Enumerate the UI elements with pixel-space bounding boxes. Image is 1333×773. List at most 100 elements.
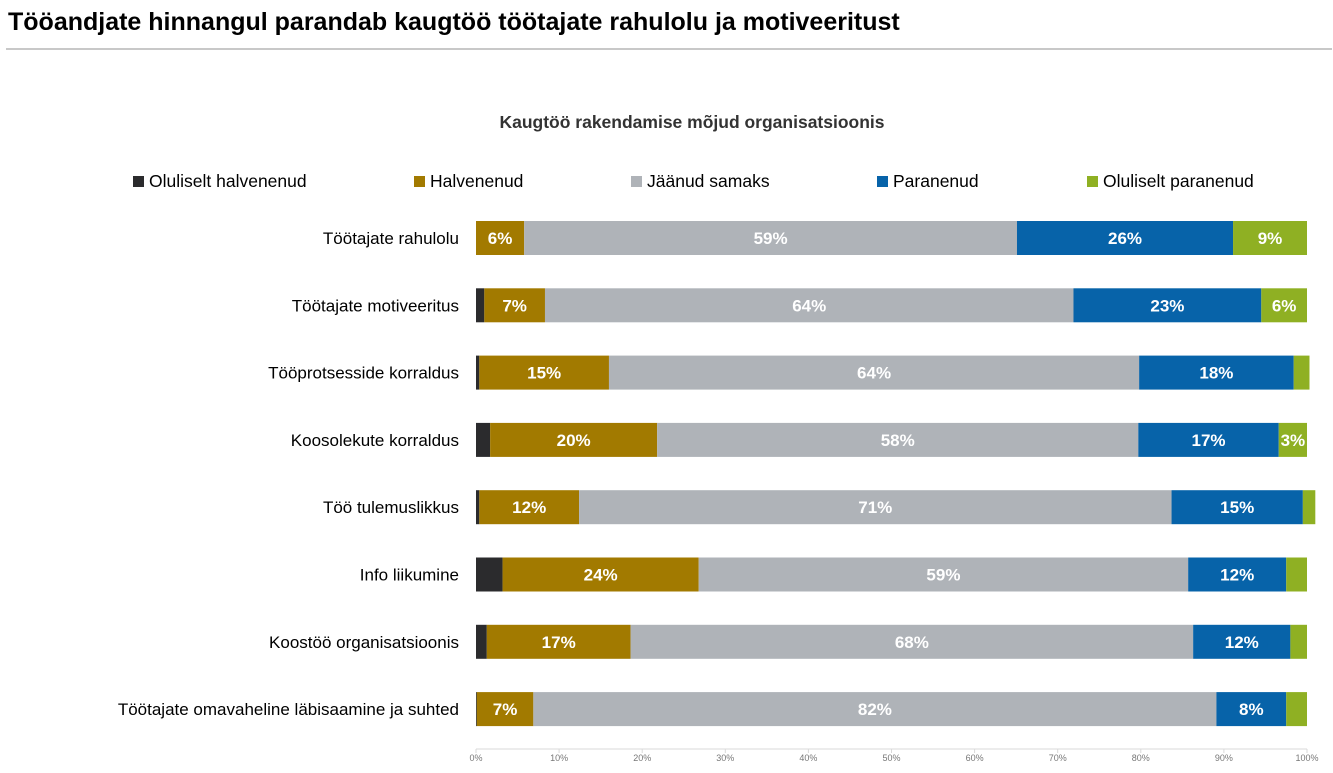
- bar-segment: [476, 355, 480, 390]
- x-tick-label: 80%: [1132, 753, 1150, 763]
- legend-label: Oluliselt halvenenud: [149, 171, 307, 191]
- legend-item-oluliselt-halvenenud: Oluliselt halvenenud: [133, 171, 307, 192]
- bar-segment: [490, 422, 658, 457]
- x-tick-label: 50%: [882, 753, 900, 763]
- bar-segment: [479, 355, 609, 390]
- bar-segment: [1293, 355, 1310, 390]
- legend-label: Oluliselt paranenud: [1103, 171, 1254, 191]
- data-label: 59%: [926, 566, 960, 585]
- bar-segment: [476, 557, 503, 592]
- bar-segment: [1278, 422, 1307, 457]
- data-label: 68%: [895, 633, 929, 652]
- data-label: 12%: [1225, 633, 1259, 652]
- data-label: 17%: [1192, 431, 1226, 450]
- x-tick-label: 0%: [469, 753, 482, 763]
- legend-item-jaanud-samaks: Jäänud samaks: [631, 171, 770, 192]
- bar-segment: [1171, 490, 1303, 525]
- x-tick-label: 10%: [550, 753, 568, 763]
- data-label: 64%: [792, 296, 826, 315]
- x-tick-label: 60%: [966, 753, 984, 763]
- bar-segment: [476, 422, 491, 457]
- bar-segment: [1139, 355, 1294, 390]
- category-label: Töötajate omavaheline läbisaamine ja suh…: [118, 700, 459, 719]
- bar-segment: [476, 221, 525, 255]
- legend-item-paranenud: Paranenud: [877, 171, 979, 192]
- data-label: 6%: [488, 229, 513, 248]
- data-label: 23%: [1150, 296, 1184, 315]
- x-tick-label: 40%: [799, 753, 817, 763]
- bar-segment: [657, 422, 1139, 457]
- data-label: 58%: [881, 431, 915, 450]
- bar-segment: [608, 355, 1140, 390]
- bar-segment: [1286, 557, 1307, 592]
- bar-segment: [1302, 490, 1316, 525]
- legend-label: Paranenud: [893, 171, 979, 191]
- bar-segment: [1290, 624, 1307, 659]
- bar-segment: [1016, 221, 1234, 255]
- category-label: Töötajate motiveeritus: [292, 296, 459, 315]
- data-label: 20%: [557, 431, 591, 450]
- bar-segment: [502, 557, 699, 592]
- bar-segment: [1233, 221, 1307, 255]
- bar-segment: [1193, 624, 1291, 659]
- bar-segment: [698, 557, 1189, 592]
- legend-label: Halvenenud: [430, 171, 524, 191]
- category-label: Tööprotsesside korraldus: [268, 364, 459, 383]
- data-label: 12%: [512, 498, 546, 517]
- data-label: 15%: [1220, 498, 1254, 517]
- data-label: 17%: [542, 633, 576, 652]
- page-title: Tööandjate hinnangul parandab kaugtöö tö…: [8, 8, 900, 36]
- category-label: Koosolekute korraldus: [291, 431, 459, 450]
- bar-segment: [1261, 288, 1307, 323]
- title-divider: [6, 48, 1332, 50]
- bar-segment: [1138, 422, 1279, 457]
- bar-segment: [533, 692, 1217, 727]
- legend-swatch-oluliselt-paranenud: [1087, 176, 1098, 187]
- bar-segment: [1286, 692, 1307, 727]
- bar-segment: [479, 490, 580, 525]
- bar-segment: [476, 490, 480, 525]
- category-label: Töötajate rahulolu: [323, 229, 459, 248]
- bar-segment: [524, 221, 1017, 255]
- x-tick-label: 70%: [1049, 753, 1067, 763]
- legend-swatch-paranenud: [877, 176, 888, 187]
- data-label: 7%: [493, 700, 518, 719]
- x-tick-label: 100%: [1295, 753, 1318, 763]
- bar-segment: [579, 490, 1172, 525]
- bar-segment: [486, 624, 631, 659]
- data-label: 7%: [502, 296, 527, 315]
- data-label: 64%: [857, 364, 891, 383]
- legend-swatch-halvenenud: [414, 176, 425, 187]
- data-label: 12%: [1220, 566, 1254, 585]
- x-tick-label: 20%: [633, 753, 651, 763]
- bar-segment: [484, 288, 545, 323]
- data-label: 18%: [1199, 364, 1233, 383]
- x-tick-label: 30%: [716, 753, 734, 763]
- bar-segment: [476, 692, 534, 727]
- data-label: 15%: [527, 364, 561, 383]
- legend-swatch-oluliselt-halvenenud: [133, 176, 144, 187]
- legend-item-halvenenud: Halvenenud: [414, 171, 523, 192]
- legend-label: Jäänud samaks: [647, 171, 770, 191]
- chart-title: Kaugtöö rakendamise mõjud organisatsioon…: [499, 112, 885, 132]
- bar-segment: [1073, 288, 1262, 323]
- category-label: Töö tulemuslikkus: [323, 498, 459, 517]
- data-label: 26%: [1108, 229, 1142, 248]
- data-label: 9%: [1258, 229, 1283, 248]
- data-label: 8%: [1239, 700, 1264, 719]
- data-label: 59%: [754, 229, 788, 248]
- bar-segment: [476, 624, 487, 659]
- x-tick-label: 90%: [1215, 753, 1233, 763]
- bar-segment: [1188, 557, 1287, 592]
- bar-segment: [544, 288, 1074, 323]
- legend-swatch-jaanud-samaks: [631, 176, 642, 187]
- data-label: 6%: [1272, 296, 1297, 315]
- data-label: 24%: [584, 566, 618, 585]
- data-label: 71%: [858, 498, 892, 517]
- category-label: Koostöö organisatsioonis: [269, 633, 459, 652]
- category-label: Info liikumine: [360, 566, 459, 585]
- data-label: 82%: [858, 700, 892, 719]
- bar-segment: [630, 624, 1194, 659]
- bar-segment: [1216, 692, 1287, 727]
